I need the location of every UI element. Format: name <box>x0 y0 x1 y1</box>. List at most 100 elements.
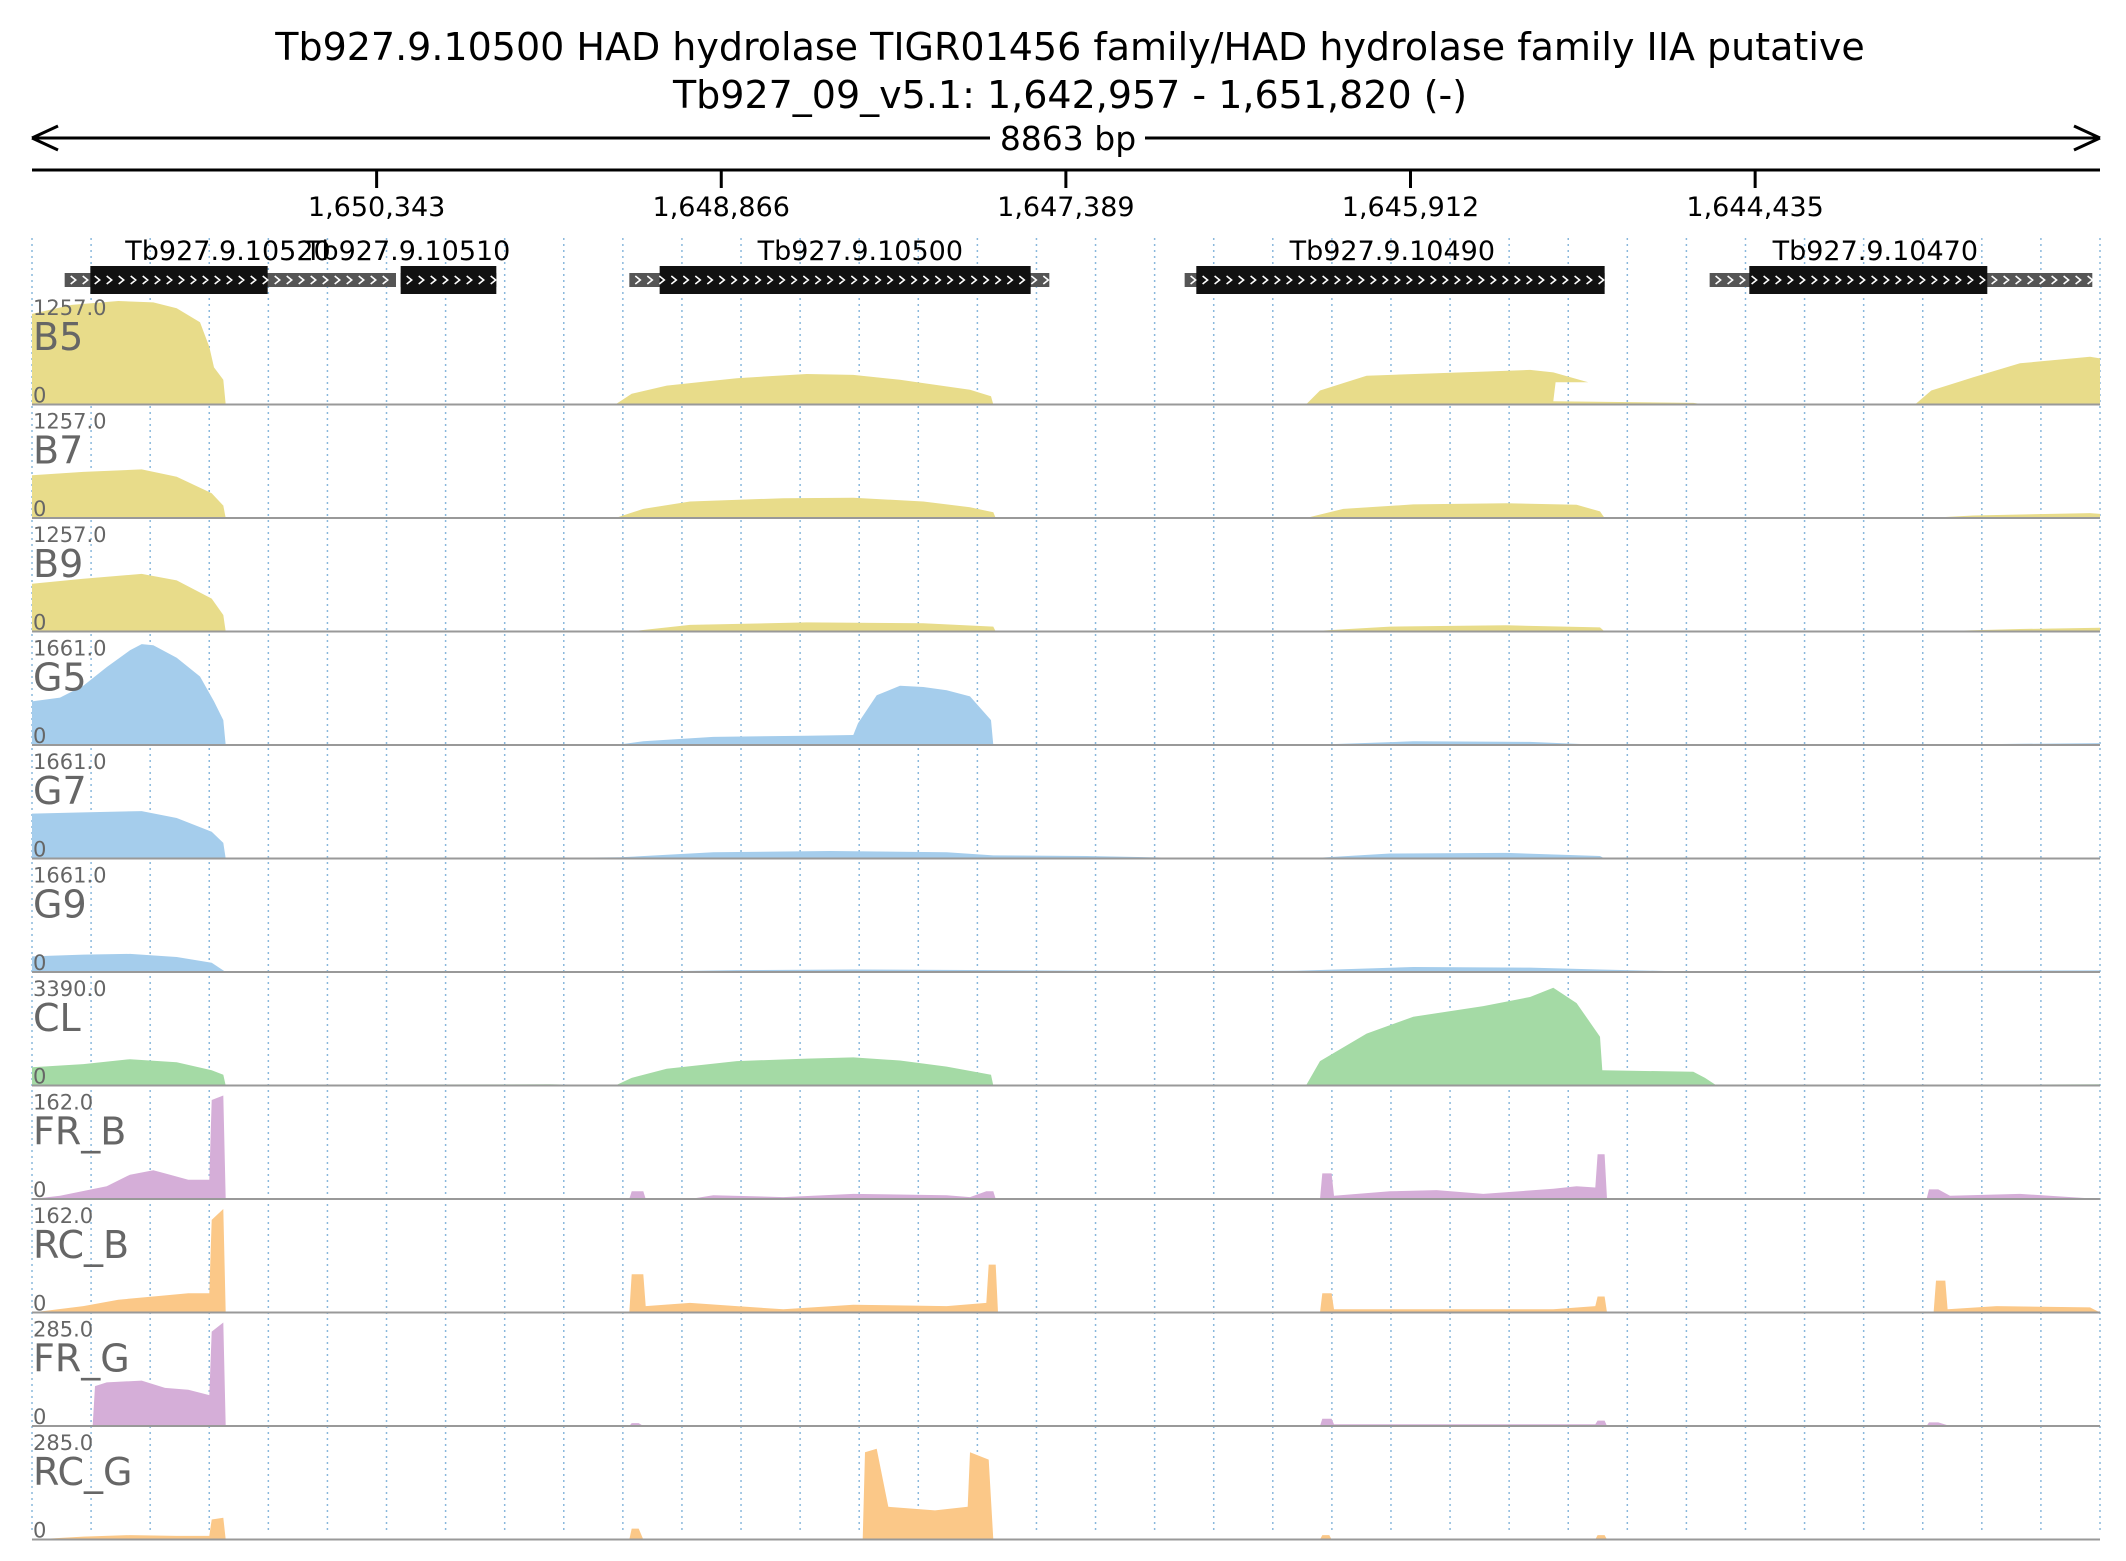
strand-arrows <box>1715 275 2094 285</box>
track-name: B7 <box>33 429 83 473</box>
axis-tick-label: 1,648,866 <box>653 192 790 223</box>
track-ymax-label: 1661.0 <box>33 637 106 661</box>
gridlines <box>31 238 2101 1530</box>
axis-tick-label: 1,647,389 <box>997 192 1134 223</box>
coverage-track: 162.0FR_B 0 <box>32 1091 2100 1202</box>
coverage-area <box>1933 1280 2100 1313</box>
coverage-area <box>615 1057 994 1086</box>
gene-label: Tb927.9.10490 <box>1289 236 1495 267</box>
axis-tick-label: 1,650,343 <box>308 192 445 223</box>
track-name: FR_G <box>33 1337 130 1381</box>
track-ymin-label: 0 <box>33 838 46 862</box>
coverage-area <box>615 685 994 745</box>
coverage-area <box>1320 1293 1607 1313</box>
track-ymax-label: 162.0 <box>33 1091 93 1115</box>
coverage-area <box>1306 625 1605 632</box>
coverage-area <box>480 851 1185 859</box>
chart-subtitle: Tb927_09_v5.1: 1,642,957 - 1,651,820 (-) <box>672 73 1467 117</box>
gene-label: Tb927.9.10510 <box>304 236 510 267</box>
coverage-area <box>32 953 226 972</box>
track-name: G9 <box>33 883 87 927</box>
coverage-area <box>862 1448 994 1540</box>
track-ymin-label: 0 <box>33 1178 46 1202</box>
coverage-area <box>32 301 226 405</box>
coverage-area <box>32 1095 226 1199</box>
track-name: G5 <box>33 656 87 700</box>
track-ymax-label: 1257.0 <box>33 296 106 320</box>
track-ymax-label: 285.0 <box>33 1318 93 1342</box>
coverage-area <box>32 573 226 632</box>
coverage-area <box>629 1264 998 1313</box>
coverage-area <box>615 374 994 405</box>
coverage-area <box>1926 513 2100 518</box>
track-ymax-label: 285.0 <box>33 1431 93 1455</box>
track-ymax-label: 1661.0 <box>33 750 106 774</box>
coverage-track: 3390.0CL 0 <box>32 977 2100 1089</box>
gene-label: Tb927.9.10500 <box>757 236 963 267</box>
gene-model[interactable]: Tb927.9.10500 <box>629 236 1050 294</box>
coverage-track: 1661.0G9 0 <box>32 864 2100 975</box>
coverage-area <box>629 1528 644 1540</box>
coverage-track: 1257.0B5 0 <box>32 296 2100 408</box>
track-ymax-label: 162.0 <box>33 1204 93 1228</box>
track-ymax-label: 1257.0 <box>33 410 106 434</box>
coverage-area <box>1320 1535 1332 1540</box>
coverage-area <box>629 1191 646 1199</box>
coverage-area <box>615 497 996 518</box>
track-ymin-label: 0 <box>33 1065 46 1089</box>
gene-model[interactable]: Tb927.9.10490 <box>1184 236 1605 294</box>
gene-model[interactable]: Tb927.9.10520 <box>64 236 396 294</box>
scale-bar-label: 8863 bp <box>1000 119 1136 158</box>
track-ymin-label: 0 <box>33 951 46 975</box>
track-ymin-label: 0 <box>33 611 46 635</box>
coverage-tracks: 1257.0B501257.0B701257.0B901661.0G501661… <box>32 296 2100 1543</box>
track-name: B9 <box>33 542 83 586</box>
track-name: G7 <box>33 769 87 813</box>
strand-arrows <box>70 275 389 285</box>
coverage-area <box>620 967 2100 972</box>
gene-model[interactable]: Tb927.9.10470 <box>1709 236 2094 294</box>
coverage-area <box>32 811 226 859</box>
coverage-area <box>1306 369 1705 405</box>
track-name: B5 <box>33 315 83 359</box>
coverage-area <box>1320 1418 1607 1426</box>
coverage-area <box>32 1209 226 1313</box>
gene-cds <box>1749 266 1988 294</box>
coverage-area <box>1306 852 1605 859</box>
track-name: RC_B <box>33 1223 129 1267</box>
track-ymin-label: 0 <box>33 497 46 521</box>
coverage-area <box>32 1059 226 1086</box>
track-name: FR_B <box>33 1110 126 1154</box>
coverage-track: 1661.0G5 0 <box>32 637 2100 748</box>
gene-label: Tb927.9.10520 <box>124 236 330 267</box>
gene-cds <box>90 266 268 294</box>
gene-model[interactable]: Tb927.9.10510 <box>304 236 510 294</box>
track-ymax-label: 1257.0 <box>33 523 106 547</box>
coverage-area <box>1306 987 1717 1086</box>
strand-arrows <box>1190 275 1605 285</box>
coverage-area <box>32 469 226 518</box>
track-ymin-label: 0 <box>33 384 46 408</box>
coverage-area <box>32 644 226 745</box>
coverage-area <box>1926 1189 2100 1199</box>
coverage-track: 162.0RC_B 0 <box>32 1204 2100 1316</box>
track-ymin-label: 0 <box>33 1405 46 1429</box>
coverage-track: 285.0RC_G 0 <box>32 1431 2100 1543</box>
coverage-track: 1257.0B9 0 <box>32 523 2100 635</box>
strand-arrows <box>634 275 1050 285</box>
coverage-track: 285.0FR_G 0 <box>32 1318 2100 1429</box>
coverage-area <box>629 622 996 632</box>
coverage-area <box>1306 503 1605 518</box>
track-ymin-label: 0 <box>33 724 46 748</box>
track-ymax-label: 3390.0 <box>33 977 106 1001</box>
track-name: CL <box>33 996 81 1040</box>
coverage-area <box>32 1322 226 1426</box>
coverage-area <box>1915 356 2100 405</box>
axis-tick-label: 1,644,435 <box>1686 192 1823 223</box>
track-ymin-label: 0 <box>33 1292 46 1316</box>
coverage-area <box>32 1517 226 1540</box>
track-ymin-label: 0 <box>33 1519 46 1543</box>
coverage-area <box>1595 1535 1607 1540</box>
